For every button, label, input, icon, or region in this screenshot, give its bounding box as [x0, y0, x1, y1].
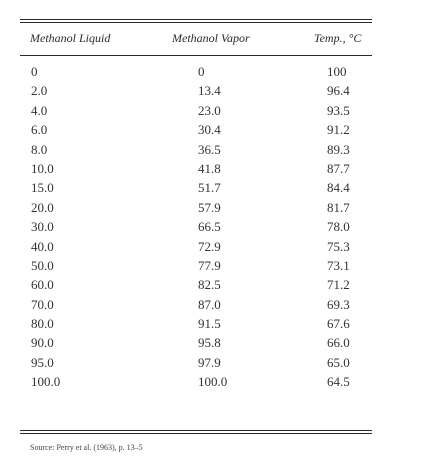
cell-temperature: 93.5 — [327, 102, 350, 118]
cell-methanol-vapor: 36.5 — [198, 141, 221, 157]
cell-methanol-liquid: 30.0 — [31, 219, 54, 235]
cell-methanol-liquid: 60.0 — [31, 277, 54, 293]
table-row: 20.0 57.9 81.7 — [0, 198, 423, 217]
cell-methanol-liquid: 70.0 — [31, 296, 54, 312]
cell-methanol-vapor: 95.8 — [198, 335, 221, 351]
cell-temperature: 75.3 — [327, 238, 350, 254]
cell-methanol-vapor: 0 — [198, 64, 205, 79]
cell-temperature: 67.6 — [327, 316, 350, 332]
cell-methanol-vapor: 97.9 — [198, 354, 221, 370]
table-row: 70.0 87.0 69.3 — [0, 295, 423, 314]
cell-methanol-liquid: 4.0 — [31, 102, 48, 118]
cell-methanol-liquid: 2.0 — [31, 83, 48, 99]
header-rule — [20, 55, 372, 56]
cell-methanol-vapor: 72.9 — [198, 238, 221, 254]
table-row: 90.0 95.8 66.0 — [0, 333, 423, 352]
table-row: 30.0 66.5 78.0 — [0, 217, 423, 236]
source-footnote: Source: Perry et al. (1963), p. 13–5 — [30, 443, 143, 452]
cell-temperature: 87.7 — [327, 160, 350, 176]
cell-methanol-vapor: 23.0 — [198, 102, 221, 118]
table-top-rule-inner — [20, 22, 372, 23]
cell-temperature: 69.3 — [327, 296, 350, 312]
table-row: 2.0 13.4 96.4 — [0, 81, 423, 100]
cell-methanol-vapor: 41.8 — [198, 160, 221, 176]
cell-temperature: 81.7 — [327, 199, 350, 215]
table-row: 0 0 100 — [0, 62, 423, 81]
cell-temperature: 71.2 — [327, 277, 350, 293]
cell-temperature: 64.5 — [327, 374, 350, 390]
cell-methanol-vapor: 57.9 — [198, 199, 221, 215]
cell-methanol-vapor: 51.7 — [198, 180, 221, 196]
table-bottom-rule — [20, 430, 372, 431]
cell-temperature: 91.2 — [327, 122, 350, 138]
cell-methanol-liquid: 6.0 — [31, 122, 48, 138]
cell-methanol-vapor: 82.5 — [198, 277, 221, 293]
cell-methanol-vapor: 100.0 — [198, 374, 228, 390]
cell-methanol-liquid: 15.0 — [31, 180, 54, 196]
cell-methanol-liquid: 0 — [31, 64, 38, 79]
cell-temperature: 96.4 — [327, 83, 350, 99]
cell-temperature: 65.0 — [327, 354, 350, 370]
table-row: 4.0 23.0 93.5 — [0, 101, 423, 120]
cell-methanol-liquid: 50.0 — [31, 257, 54, 273]
cell-methanol-vapor: 66.5 — [198, 219, 221, 235]
cell-temperature: 89.3 — [327, 141, 350, 157]
table-body: 0 0 100 2.0 13.4 96.4 4.0 23.0 93.5 6.0 30.4 91.2 8.… — [0, 62, 423, 392]
cell-methanol-vapor: 13.4 — [198, 83, 221, 99]
cell-methanol-vapor: 91.5 — [198, 316, 221, 332]
cell-temperature: 84.4 — [327, 180, 350, 196]
cell-temperature: 73.1 — [327, 257, 350, 273]
cell-methanol-vapor: 87.0 — [198, 296, 221, 312]
cell-methanol-liquid: 95.0 — [31, 354, 54, 370]
table-bottom-rule-inner — [20, 433, 372, 434]
table-row: 60.0 82.5 71.2 — [0, 275, 423, 294]
table-row: 50.0 77.9 73.1 — [0, 256, 423, 275]
column-header-methanol-vapor: Methanol Vapor — [172, 31, 250, 45]
table-row: 40.0 72.9 75.3 — [0, 237, 423, 256]
cell-methanol-vapor: 77.9 — [198, 257, 221, 273]
cell-methanol-liquid: 8.0 — [31, 141, 48, 157]
table-row: 15.0 51.7 84.4 — [0, 178, 423, 197]
table-row: 6.0 30.4 91.2 — [0, 120, 423, 139]
cell-temperature: 78.0 — [327, 219, 350, 235]
table-row: 95.0 97.9 65.0 — [0, 353, 423, 372]
cell-methanol-liquid: 100.0 — [31, 374, 61, 390]
cell-methanol-vapor: 30.4 — [198, 122, 221, 138]
cell-methanol-liquid: 90.0 — [31, 335, 54, 351]
table-top-rule — [20, 19, 372, 20]
cell-temperature: 66.0 — [327, 335, 350, 351]
cell-methanol-liquid: 40.0 — [31, 238, 54, 254]
column-header-temperature: Temp., °C — [314, 31, 362, 45]
table-row: 10.0 41.8 87.7 — [0, 159, 423, 178]
cell-temperature: 100 — [327, 64, 347, 79]
cell-methanol-liquid: 80.0 — [31, 316, 54, 332]
table-row: 80.0 91.5 67.6 — [0, 314, 423, 333]
column-header-methanol-liquid: Methanol Liquid — [30, 31, 111, 45]
cell-methanol-liquid: 10.0 — [31, 160, 54, 176]
table-row: 100.0 100.0 64.5 — [0, 372, 423, 391]
cell-methanol-liquid: 20.0 — [31, 199, 54, 215]
table-row: 8.0 36.5 89.3 — [0, 140, 423, 159]
